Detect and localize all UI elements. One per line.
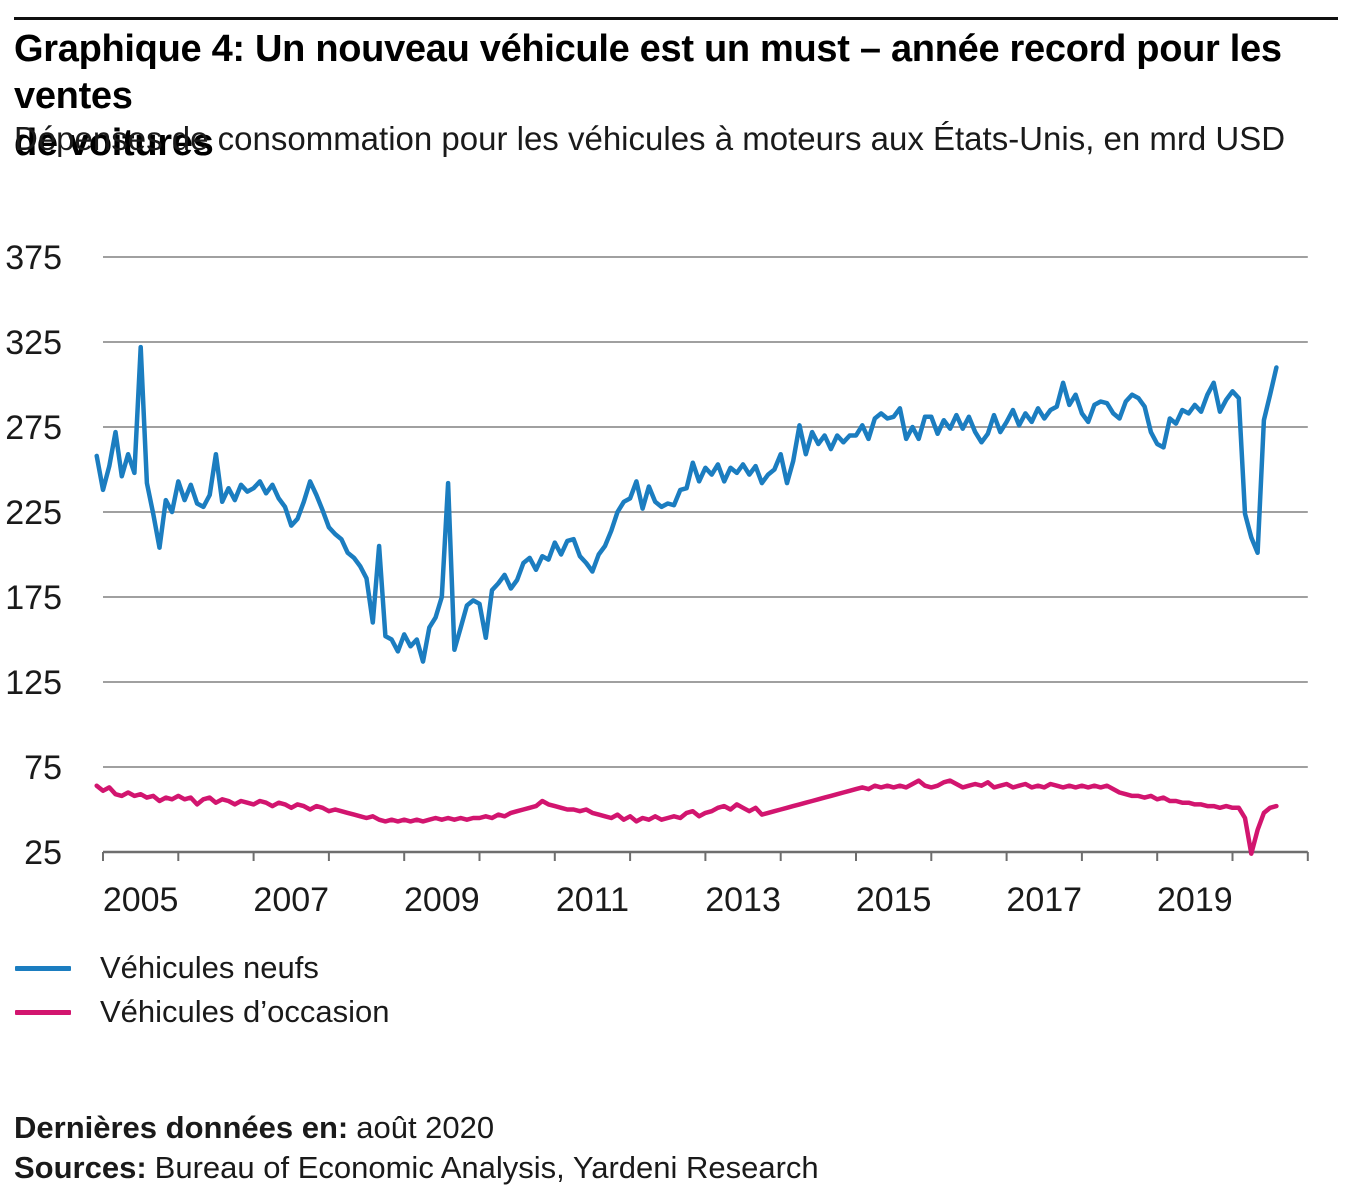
legend-label-used-vehicles: Véhicules d’occasion xyxy=(100,994,390,1029)
svg-text:325: 325 xyxy=(5,324,62,362)
svg-text:25: 25 xyxy=(24,834,62,872)
footer-last-data-label: Dernières données en: xyxy=(14,1110,349,1145)
legend-swatch-new-vehicles-icon xyxy=(15,965,71,971)
chart-subtitle: Dépenses de consommation pour les véhicu… xyxy=(14,120,1286,157)
footer-sources-value: Bureau of Economic Analysis, Yardeni Res… xyxy=(154,1150,819,1185)
svg-text:175: 175 xyxy=(5,579,62,617)
svg-text:2005: 2005 xyxy=(103,881,179,919)
svg-text:2013: 2013 xyxy=(705,881,781,919)
svg-text:2011: 2011 xyxy=(556,881,629,919)
svg-text:2007: 2007 xyxy=(253,881,329,919)
svg-text:2017: 2017 xyxy=(1006,881,1082,919)
svg-text:225: 225 xyxy=(5,494,62,532)
legend-item-new-vehicles: Véhicules neufs xyxy=(15,946,390,990)
top-divider-rule xyxy=(14,17,1338,20)
svg-text:2019: 2019 xyxy=(1157,881,1233,919)
legend-swatch-used-vehicles-icon xyxy=(15,1009,71,1015)
legend-label-new-vehicles: Véhicules neufs xyxy=(100,950,319,985)
footer-last-data-value: août 2020 xyxy=(356,1110,495,1145)
page-title-line2: de voitures xyxy=(14,122,214,164)
svg-text:275: 275 xyxy=(5,409,62,447)
page-title: Graphique 4: Un nouveau véhicule est un … xyxy=(14,26,1340,167)
svg-text:2015: 2015 xyxy=(856,881,932,919)
svg-text:2009: 2009 xyxy=(404,881,480,919)
footer-sources-label: Sources: xyxy=(14,1150,147,1185)
chart-footer: Dernières données en: août 2020 Sources: B… xyxy=(14,1108,819,1188)
footer-last-data-line: Dernières données en: août 2020 xyxy=(14,1108,819,1148)
chart-legend: Véhicules neufs Véhicules d’occasion xyxy=(15,946,390,1034)
legend-item-used-vehicles: Véhicules d’occasion xyxy=(15,990,390,1034)
svg-text:75: 75 xyxy=(24,749,62,787)
footer-sources-line: Sources: Bureau of Economic Analysis, Yar… xyxy=(14,1148,819,1188)
page-title-line1: Graphique 4: Un nouveau véhicule est un … xyxy=(14,28,1282,117)
svg-text:125: 125 xyxy=(5,664,62,702)
svg-text:375: 375 xyxy=(5,239,62,277)
